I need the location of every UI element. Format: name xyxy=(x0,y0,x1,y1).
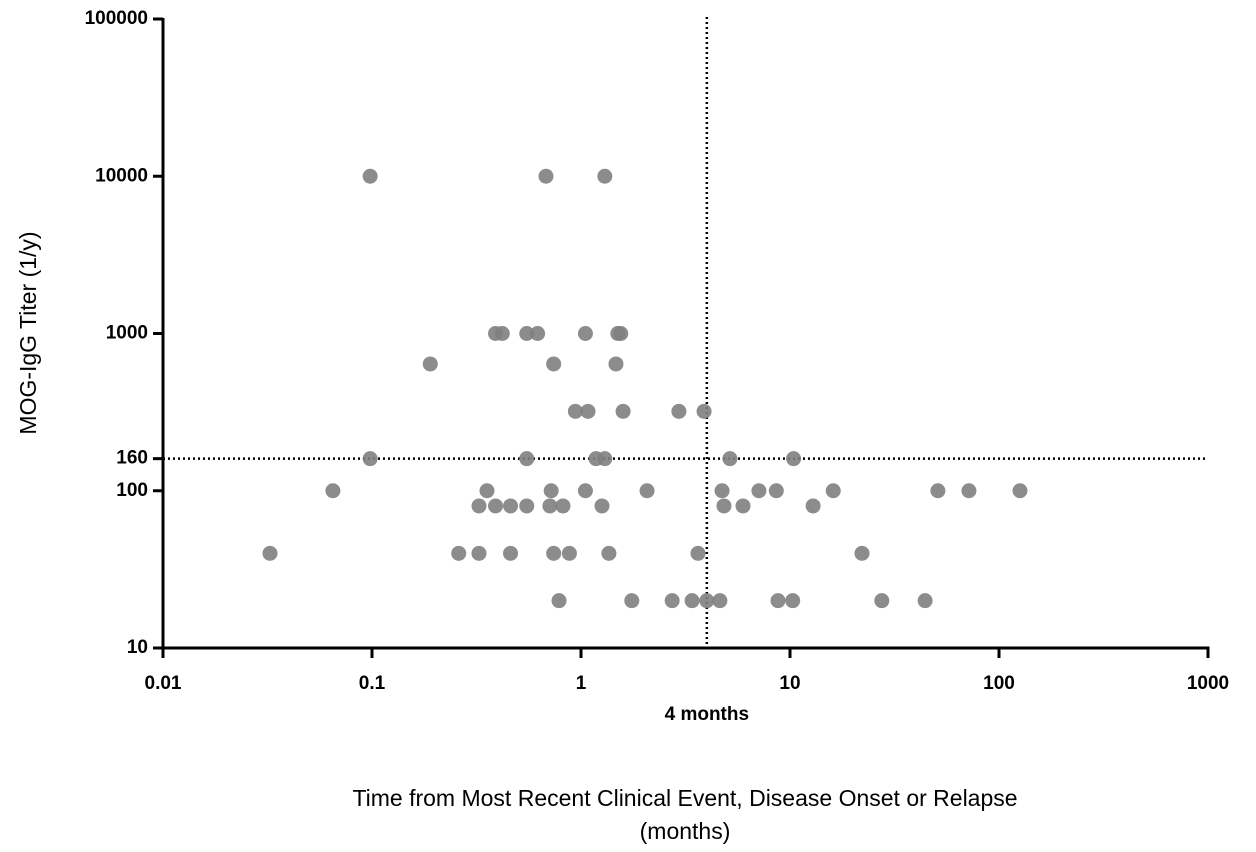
data-point xyxy=(639,483,655,499)
data-point xyxy=(615,403,631,419)
data-point xyxy=(262,545,278,561)
data-point xyxy=(805,498,821,514)
data-point xyxy=(543,483,559,499)
data-point xyxy=(567,403,583,419)
y-axis-label: MOG-IgG Titer (1/y) xyxy=(15,231,41,434)
data-point xyxy=(362,168,378,184)
data-point xyxy=(519,451,535,467)
y-tick-label: 100000 xyxy=(85,8,148,29)
x-tick-label: 100 xyxy=(983,673,1015,694)
data-point xyxy=(1012,483,1028,499)
data-point xyxy=(551,593,567,609)
data-point xyxy=(471,545,487,561)
data-point xyxy=(422,356,438,372)
data-point xyxy=(696,403,712,419)
data-point xyxy=(684,593,700,609)
data-point xyxy=(699,593,715,609)
y-tick-label: 10000 xyxy=(95,165,148,186)
data-point xyxy=(519,326,535,341)
data-point xyxy=(503,498,519,514)
data-point xyxy=(561,545,577,561)
y-tick-label: 160 xyxy=(116,448,148,469)
data-point xyxy=(874,593,890,609)
data-point xyxy=(601,545,617,561)
data-point xyxy=(608,356,624,372)
data-point xyxy=(555,498,571,514)
data-point xyxy=(530,326,546,341)
x-tick-label: 1000 xyxy=(1187,673,1229,694)
y-tick-label: 10 xyxy=(127,637,148,658)
data-point xyxy=(594,498,610,514)
data-point xyxy=(542,498,558,514)
data-point xyxy=(671,403,687,419)
data-point xyxy=(577,483,593,499)
data-point xyxy=(451,545,467,561)
data-point xyxy=(854,545,870,561)
data-point xyxy=(930,483,946,499)
data-point xyxy=(325,483,341,499)
x-axis-label: Time from Most Recent Clinical Event, Di… xyxy=(352,785,1017,811)
reference-label: 4 months xyxy=(665,704,749,725)
data-point xyxy=(722,451,738,467)
data-point xyxy=(546,545,562,561)
data-point xyxy=(735,498,751,514)
data-point xyxy=(538,168,554,184)
data-point xyxy=(479,483,495,499)
y-tick-label: 100 xyxy=(116,480,148,501)
data-point xyxy=(712,593,728,609)
data-point xyxy=(494,326,510,341)
data-point xyxy=(577,326,593,341)
x-tick-label: 0.01 xyxy=(145,673,182,694)
data-point xyxy=(825,483,841,499)
x-tick-label: 1 xyxy=(576,673,587,694)
data-point xyxy=(613,326,629,341)
data-point xyxy=(664,593,680,609)
data-point xyxy=(580,403,596,419)
data-point xyxy=(503,545,519,561)
data-point xyxy=(624,593,640,609)
data-point xyxy=(488,498,504,514)
data-point xyxy=(785,593,801,609)
x-tick-label: 0.1 xyxy=(359,673,386,694)
data-point xyxy=(768,483,784,499)
data-point xyxy=(519,498,535,514)
data-point xyxy=(751,483,767,499)
data-point xyxy=(546,356,562,372)
data-point xyxy=(917,593,933,609)
data-point xyxy=(961,483,977,499)
data-point xyxy=(362,451,378,467)
data-point xyxy=(786,451,802,467)
x-tick-label: 10 xyxy=(779,673,800,694)
data-point xyxy=(471,498,487,514)
data-point xyxy=(714,483,730,499)
y-tick-label: 1000 xyxy=(106,323,148,344)
data-point xyxy=(690,545,706,561)
data-point xyxy=(770,593,786,609)
data-point xyxy=(716,498,732,514)
data-point xyxy=(597,168,613,184)
data-point xyxy=(597,451,613,467)
x-axis-label: (months) xyxy=(640,818,731,844)
